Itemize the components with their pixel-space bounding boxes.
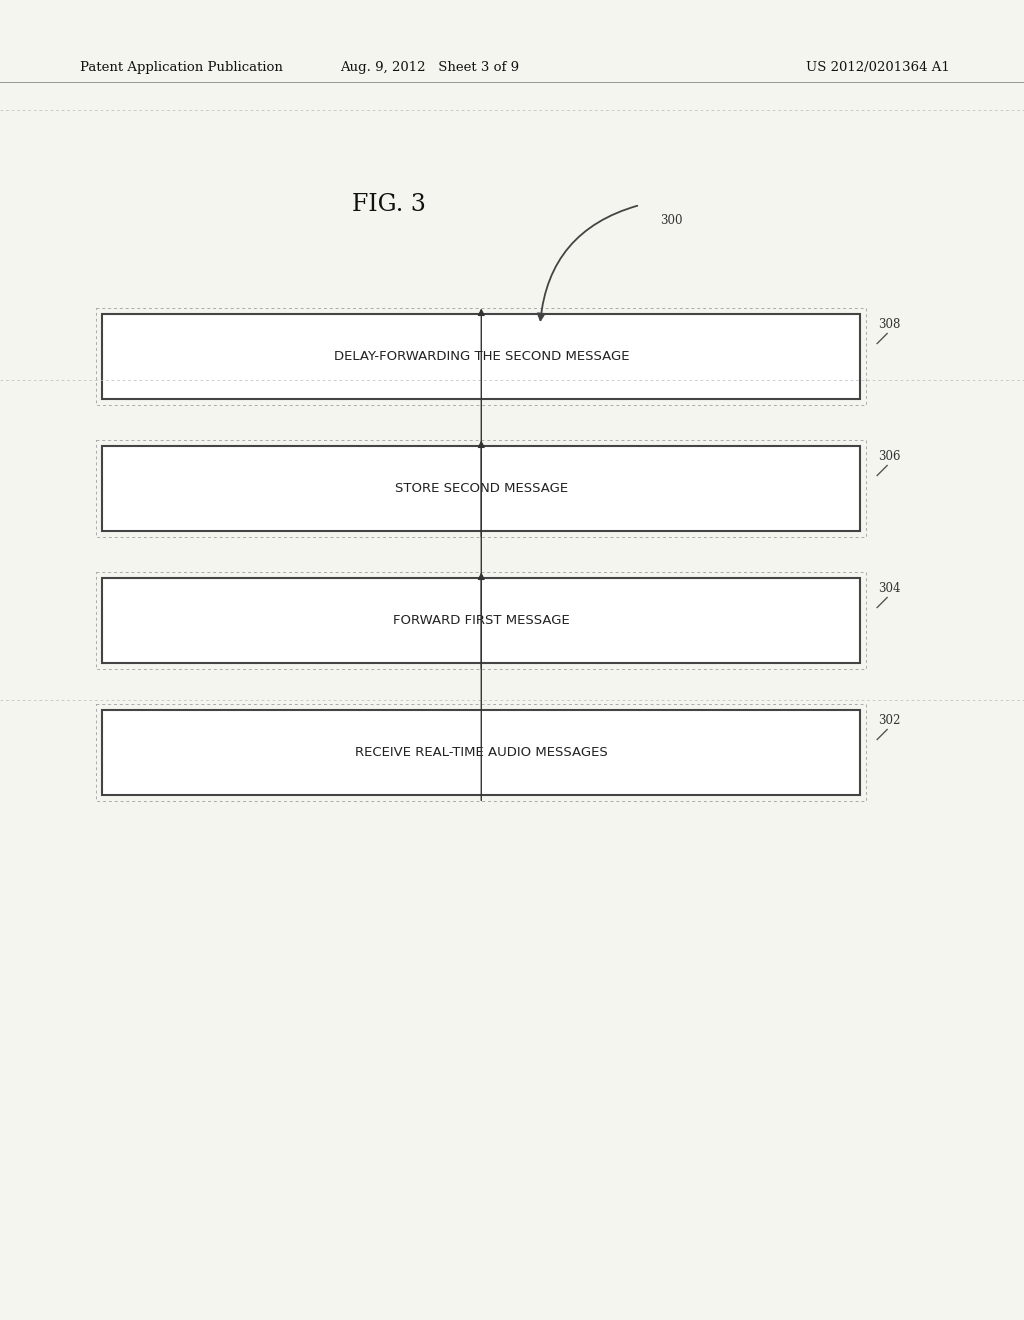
Text: FIG. 3: FIG. 3 <box>352 193 426 216</box>
Text: 308: 308 <box>879 318 900 330</box>
Text: Aug. 9, 2012   Sheet 3 of 9: Aug. 9, 2012 Sheet 3 of 9 <box>340 62 519 74</box>
Text: RECEIVE REAL-TIME AUDIO MESSAGES: RECEIVE REAL-TIME AUDIO MESSAGES <box>355 746 607 759</box>
Text: 300: 300 <box>660 214 683 227</box>
Bar <box>102 578 860 663</box>
Text: 304: 304 <box>879 582 901 594</box>
Text: 302: 302 <box>879 714 900 726</box>
Text: DELAY-FORWARDING THE SECOND MESSAGE: DELAY-FORWARDING THE SECOND MESSAGE <box>334 350 629 363</box>
Bar <box>96 308 866 405</box>
Bar <box>96 704 866 801</box>
Text: 306: 306 <box>879 450 901 462</box>
Bar <box>96 572 866 669</box>
Bar <box>102 710 860 795</box>
Text: STORE SECOND MESSAGE: STORE SECOND MESSAGE <box>394 482 568 495</box>
Text: Patent Application Publication: Patent Application Publication <box>80 62 283 74</box>
Bar <box>102 446 860 531</box>
Text: FORWARD FIRST MESSAGE: FORWARD FIRST MESSAGE <box>393 614 569 627</box>
Bar <box>96 440 866 537</box>
Text: US 2012/0201364 A1: US 2012/0201364 A1 <box>806 62 950 74</box>
Bar <box>102 314 860 399</box>
